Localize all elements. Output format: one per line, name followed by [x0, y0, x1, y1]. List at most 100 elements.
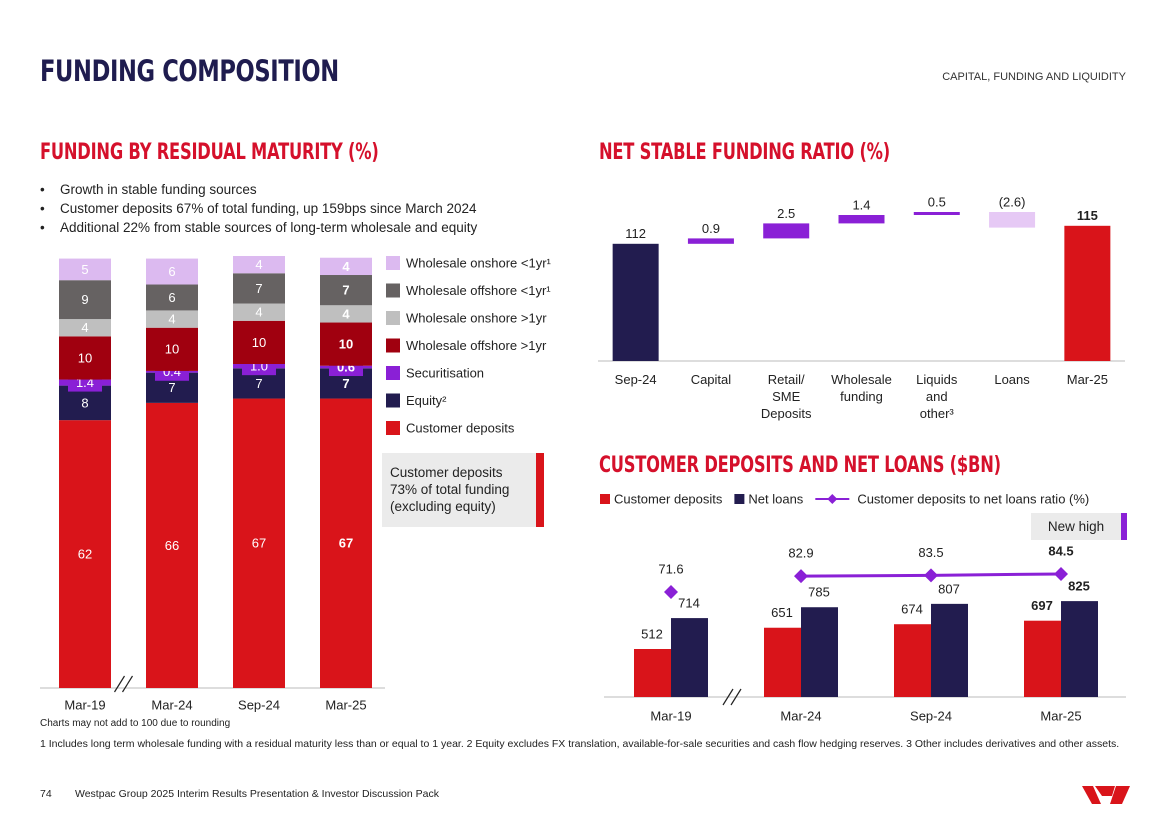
data-label: 83.5 [918, 545, 943, 560]
annotation-box: Customer deposits 73% of total funding (… [382, 453, 544, 527]
data-label: 7 [255, 376, 262, 391]
data-label: 1.4 [852, 197, 870, 212]
data-label: 66 [165, 538, 179, 553]
data-label: 7 [168, 380, 175, 395]
x-tick-label: Mar-24 [780, 708, 821, 723]
data-label: 825 [1068, 579, 1090, 594]
bar-segment [146, 327, 198, 371]
x-tick-label: Capital [690, 372, 732, 387]
data-label: 807 [938, 581, 960, 596]
x-tick-label: Mar-25 [1040, 708, 1081, 723]
legend-swatch [386, 338, 400, 353]
data-label: 7 [255, 281, 262, 296]
chart-title: FUNDING BY RESIDUAL MATURITY (%) [40, 140, 379, 165]
bar [764, 627, 801, 697]
section-label: CAPITAL, FUNDING AND LIQUIDITY [942, 71, 1126, 83]
legend-label: Wholesale offshore <1yr¹ [406, 283, 551, 298]
data-label: 115 [1077, 208, 1098, 223]
annotation-box: New high [1031, 513, 1127, 540]
data-label: 674 [901, 602, 923, 617]
bar [1024, 620, 1061, 697]
footnotes: 1 Includes long term wholesale funding w… [40, 738, 1120, 750]
data-label: 84.5 [1048, 543, 1073, 558]
data-label: 6 [168, 290, 175, 305]
data-label: 7 [342, 376, 349, 391]
x-tick-label: Loans [994, 372, 1030, 387]
legend-swatch [386, 393, 400, 408]
legend-swatch [386, 366, 400, 380]
data-label: 82.9 [788, 546, 813, 561]
axis-break [722, 688, 734, 706]
bar-segment [320, 275, 372, 306]
data-label: 10 [78, 350, 92, 365]
data-label: 7 [342, 283, 349, 298]
axis-break [121, 675, 134, 693]
bar [687, 238, 734, 244]
x-tick-label: Retail/ SME Deposits [760, 372, 812, 421]
data-label: 785 [808, 585, 830, 600]
legend-swatch [386, 256, 400, 270]
chart-title: NET STABLE FUNDING RATIO (%) [599, 140, 890, 165]
data-label: 0.5 [928, 194, 946, 209]
ratio-marker [1054, 566, 1068, 581]
bar [801, 607, 838, 697]
data-label: 4 [255, 305, 262, 320]
westpac-logo [1082, 786, 1130, 804]
ratio-line [800, 573, 932, 578]
data-label: 4 [168, 312, 175, 327]
legend-label: Customer deposits to net loans ratio (%) [857, 491, 1089, 506]
x-tick-label: Mar-25 [1066, 372, 1108, 387]
chart-note: Charts may not add to 100 due to roundin… [40, 718, 231, 729]
bar-segment [146, 258, 198, 285]
legend-label: Equity² [406, 393, 447, 408]
bar-segment [233, 303, 285, 321]
bar-segment [320, 398, 372, 688]
data-label: 10 [252, 335, 266, 350]
bar [913, 212, 960, 215]
bullet-list: Growth in stable funding sources Custome… [40, 180, 477, 237]
data-label: 10 [165, 342, 179, 357]
data-label: 714 [678, 596, 700, 611]
bar [634, 649, 671, 697]
bar [612, 243, 659, 361]
bar-segment [320, 257, 372, 276]
bar [763, 223, 810, 239]
bar-segment [59, 280, 111, 320]
ratio-marker [794, 569, 808, 584]
legend-swatch [386, 283, 400, 298]
ratio-marker [664, 585, 678, 599]
data-label: 67 [339, 536, 353, 551]
x-tick-label: Mar-25 [325, 697, 366, 712]
x-tick-label: Sep-24 [238, 697, 280, 712]
page-title: FUNDING COMPOSITION [40, 54, 339, 88]
bar [1061, 601, 1098, 697]
data-label: 112 [625, 226, 646, 241]
bar-segment [59, 336, 111, 380]
ratio-marker [924, 568, 938, 583]
bar-segment [59, 420, 111, 688]
bar [989, 212, 1036, 228]
bar-segment [320, 322, 372, 366]
axis-break [113, 675, 126, 693]
x-tick-label: Mar-19 [650, 708, 691, 723]
legend-label: Customer deposits [406, 420, 515, 435]
legend-label: Wholesale onshore <1yr¹ [406, 255, 552, 270]
x-tick-label: Sep-24 [910, 708, 952, 723]
page-number: 74 [40, 788, 52, 800]
bar-segment [146, 310, 198, 328]
axis-break [730, 688, 742, 706]
x-tick-label: Sep-24 [614, 372, 657, 387]
data-label: 8 [81, 395, 88, 410]
bullet: Growth in stable funding sources [40, 180, 477, 199]
legend-swatch [386, 311, 400, 325]
data-label: 6 [168, 264, 175, 279]
bar-segment [233, 398, 285, 688]
data-label: 4 [342, 306, 350, 321]
data-label: 0.9 [702, 221, 720, 236]
data-label: 4 [255, 257, 262, 272]
x-tick-label: Mar-24 [151, 697, 192, 712]
legend-label: Net loans [748, 491, 803, 506]
bar-segment [320, 305, 372, 323]
